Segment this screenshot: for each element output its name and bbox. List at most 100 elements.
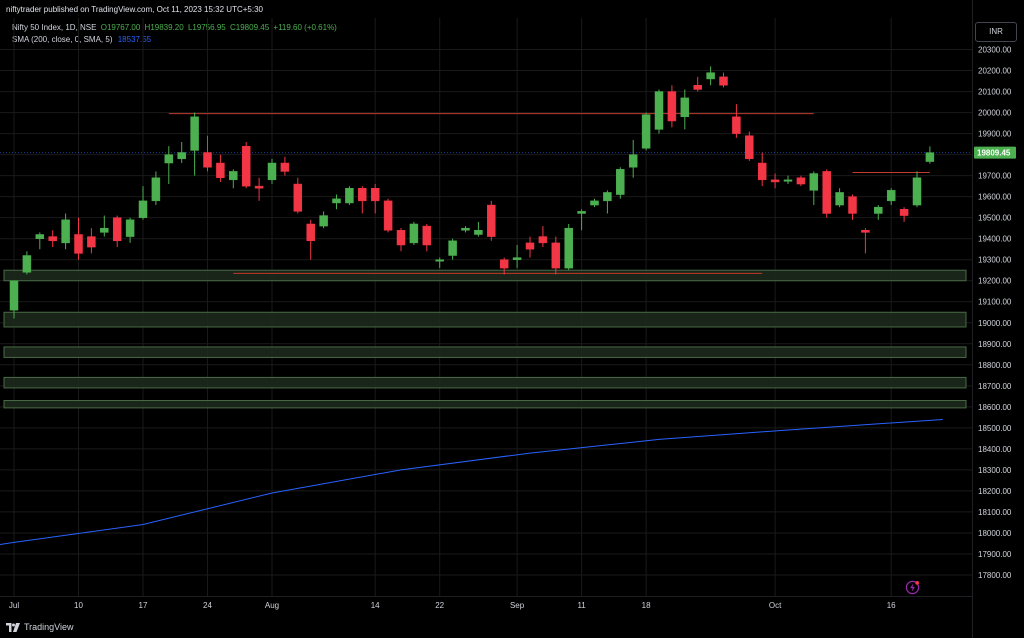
candle-body bbox=[190, 116, 199, 151]
candle-body bbox=[293, 183, 303, 212]
candle-body bbox=[667, 91, 677, 122]
candle-body bbox=[203, 152, 212, 168]
candle-body bbox=[886, 190, 896, 202]
flash-icon[interactable] bbox=[905, 580, 920, 595]
price-tick-label: 18500.00 bbox=[978, 424, 1012, 433]
candle-body bbox=[757, 162, 767, 181]
time-tick-label: 16 bbox=[887, 601, 896, 610]
candle-body bbox=[100, 227, 109, 233]
candle-body bbox=[899, 209, 909, 216]
candle-body bbox=[48, 236, 57, 242]
price-tick-label: 18000.00 bbox=[978, 529, 1012, 538]
publisher-caption: niftytrader published on TradingView.com… bbox=[6, 5, 263, 14]
candle-body bbox=[461, 227, 470, 231]
candle-body bbox=[306, 223, 315, 242]
sma-value: 18537.55 bbox=[117, 35, 152, 44]
price-tick-label: 17900.00 bbox=[978, 550, 1012, 559]
legend-open: O19767.00 bbox=[100, 23, 141, 32]
currency-button[interactable]: INR bbox=[975, 22, 1017, 42]
time-tick-label: 24 bbox=[203, 601, 212, 610]
time-tick-label: 10 bbox=[74, 601, 83, 610]
candle-body bbox=[216, 162, 225, 178]
candle-body bbox=[693, 85, 702, 90]
candle-body bbox=[254, 185, 264, 189]
time-tick-label: 18 bbox=[642, 601, 651, 610]
tradingview-logo-icon bbox=[6, 622, 20, 632]
price-axis-divider bbox=[972, 0, 973, 638]
candle-body bbox=[474, 230, 483, 235]
price-tick-label: 20000.00 bbox=[978, 109, 1012, 118]
price-tick-label: 19500.00 bbox=[978, 214, 1012, 223]
candle-body bbox=[319, 215, 328, 227]
support-zone bbox=[3, 400, 967, 409]
price-tick-label: 19400.00 bbox=[978, 235, 1012, 244]
time-tick-label: 14 bbox=[371, 601, 380, 610]
candle-body bbox=[680, 97, 690, 118]
candle-body bbox=[835, 192, 844, 206]
support-zone bbox=[3, 311, 967, 328]
candle-body bbox=[74, 234, 83, 254]
time-tick-label: 11 bbox=[577, 601, 586, 610]
candle-body bbox=[499, 259, 509, 269]
sma-line bbox=[0, 418, 943, 545]
candle-body bbox=[151, 177, 161, 202]
candle-body bbox=[628, 154, 638, 168]
price-tick-label: 18900.00 bbox=[978, 340, 1012, 349]
time-tick-label: 17 bbox=[139, 601, 148, 610]
candle-body bbox=[590, 200, 599, 206]
price-tick-label: 17800.00 bbox=[978, 571, 1012, 580]
symbol-legend[interactable]: Nifty 50 Index, 1D, NSE O19767.00 H19839… bbox=[12, 23, 337, 32]
candle-body bbox=[783, 179, 793, 182]
price-tick-label: 19000.00 bbox=[978, 319, 1012, 328]
candle-body bbox=[138, 200, 148, 218]
support-zone bbox=[3, 346, 967, 358]
candle-body bbox=[177, 152, 186, 160]
candle-body bbox=[848, 196, 857, 214]
candle-body bbox=[164, 154, 174, 164]
candle-body bbox=[809, 173, 819, 191]
candle-body bbox=[745, 135, 754, 160]
price-tick-label: 19600.00 bbox=[978, 193, 1012, 202]
candle-body bbox=[732, 116, 741, 134]
candle-body bbox=[267, 162, 277, 181]
candle-body bbox=[874, 206, 883, 214]
time-tick-label: Sep bbox=[510, 601, 525, 610]
legend-high: H19839.20 bbox=[144, 23, 184, 32]
price-tick-label: 18600.00 bbox=[978, 403, 1012, 412]
candle-body bbox=[654, 91, 664, 130]
candle-body bbox=[422, 225, 432, 246]
candle-body bbox=[358, 187, 367, 202]
candle-body bbox=[925, 152, 935, 162]
price-tick-label: 18400.00 bbox=[978, 445, 1012, 454]
candle-body bbox=[603, 192, 612, 202]
candle-body bbox=[525, 242, 535, 250]
candle-body bbox=[396, 230, 406, 246]
price-tick-label: 18100.00 bbox=[978, 508, 1012, 517]
candle-body bbox=[616, 169, 625, 195]
sma-label: SMA (200, close, 0, SMA, 5) bbox=[12, 35, 113, 44]
candle-body bbox=[564, 227, 573, 269]
brand-footer[interactable]: TradingView bbox=[6, 622, 74, 632]
price-tick-label: 20100.00 bbox=[978, 88, 1012, 97]
price-tick-label: 18800.00 bbox=[978, 361, 1012, 370]
candle-body bbox=[822, 171, 831, 214]
candle-body bbox=[912, 177, 922, 206]
price-tick-label: 18300.00 bbox=[978, 466, 1012, 475]
sma-legend[interactable]: SMA (200, close, 0, SMA, 5) 18537.55 bbox=[12, 35, 151, 44]
time-tick-label: Oct bbox=[769, 601, 782, 610]
symbol-title: Nifty 50 Index, 1D, NSE bbox=[12, 23, 97, 32]
price-tick-label: 20200.00 bbox=[978, 67, 1012, 76]
candle-body bbox=[35, 234, 45, 239]
candle-body bbox=[409, 223, 419, 244]
price-tick-label: 19900.00 bbox=[978, 130, 1012, 139]
price-tick-label: 19700.00 bbox=[978, 172, 1012, 181]
time-tick-label: 22 bbox=[435, 601, 444, 610]
candle-body bbox=[9, 280, 19, 311]
price-tick-label: 20300.00 bbox=[978, 46, 1012, 55]
candle-body bbox=[112, 217, 122, 242]
candle-body bbox=[487, 204, 496, 237]
legend-low: L19756.95 bbox=[187, 23, 226, 32]
candle-body bbox=[241, 145, 251, 187]
